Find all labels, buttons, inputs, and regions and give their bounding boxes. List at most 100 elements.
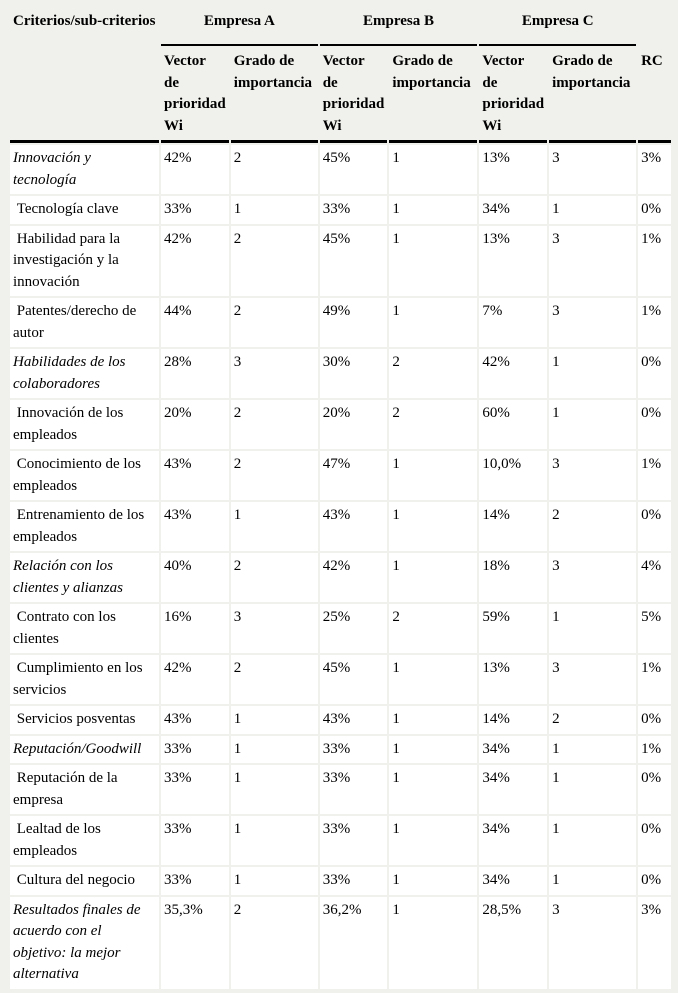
empresa-b-grado-value: 1 [389, 298, 478, 347]
empresa-c-grado-value: 1 [549, 867, 637, 895]
empresa-b-wi-value: 43% [319, 502, 388, 551]
empresa-a-wi-value: 43% [161, 451, 229, 500]
rc-value: 1% [638, 735, 672, 763]
table-row: Reputación/Goodwill 33% 1 33% 1 34% 1 1% [10, 735, 672, 763]
rc-value: 0% [638, 400, 672, 449]
rc-value: 0% [638, 196, 672, 224]
empresa-c-wi-value: 28,5% [479, 896, 548, 989]
empresa-b-grado-value: 2 [389, 604, 478, 653]
table-row: Relación con los clientes y alianzas 40% 2… [10, 553, 672, 602]
criteria-label: Resultados finales de acuerdo con el obj… [10, 896, 159, 989]
empresa-c-wi-value: 34% [479, 867, 548, 895]
rc-value: 1% [638, 225, 672, 296]
table-row: Contrato con los clientes 16% 3 25% 2 59% 1 5% [10, 604, 672, 653]
empresa-a-grado-value: 2 [230, 896, 318, 989]
empresa-a-wi-value: 42% [161, 145, 229, 194]
empresa-a-wi-value: 33% [161, 735, 229, 763]
empresa-c-grado-value: 1 [549, 765, 637, 814]
table-row: Innovación de los empleados 20% 2 20% 2 60% 1 0… [10, 400, 672, 449]
empresa-b-wi-value: 33% [319, 735, 388, 763]
empresa-a-wi-value: 20% [161, 400, 229, 449]
empresa-c-wi-value: 60% [479, 400, 548, 449]
header-row-groups: Criterios/sub-criterios Empresa A Empres… [10, 8, 671, 143]
empresa-a-grado-value: 1 [230, 196, 318, 224]
rc-value: 1% [638, 298, 672, 347]
empresa-b-grado-value: 1 [389, 765, 478, 814]
criteria-label: Reputación/Goodwill [10, 735, 159, 763]
empresa-c-grado-value: 1 [549, 604, 637, 653]
empresa-a-grado-value: 2 [230, 553, 318, 602]
empresa-a-grado-value: 2 [230, 451, 318, 500]
empresa-c-grado-value: 1 [549, 400, 637, 449]
criteria-label: Conocimiento de los empleados [10, 451, 159, 500]
empresa-c-wi-value: 14% [479, 502, 548, 551]
table-header: Criterios/sub-criterios Empresa A Empres… [10, 8, 672, 143]
empresa-b-wi-value: 33% [319, 816, 388, 865]
empresa-b-wi-value: 43% [319, 706, 388, 734]
empresa-c-wi-value: 10,0% [479, 451, 548, 500]
empresa-a-wi-value: 33% [161, 867, 229, 895]
empresa-a-wi-value: 44% [161, 298, 229, 347]
empresa-b-wi-value: 42% [319, 553, 388, 602]
empresa-b-grado-value: 1 [389, 816, 478, 865]
empresa-b-wi-value: 33% [319, 765, 388, 814]
empresa-a-wi-value: 16% [161, 604, 229, 653]
empresa-c-wi-value: 13% [479, 655, 548, 704]
empresa-b-wi-value: 25% [319, 604, 388, 653]
rc-value: 0% [638, 349, 672, 398]
rc-value: 0% [638, 706, 672, 734]
empresa-a-wi-value: 33% [161, 196, 229, 224]
empresa-a-grado-value: 1 [230, 706, 318, 734]
empresa-a-wi-value: 35,3% [161, 896, 229, 989]
criteria-label: Innovación y tecnología [10, 145, 159, 194]
table-row: Conocimiento de los empleados 43% 2 47% 1 10,… [10, 451, 672, 500]
rc-value: 0% [638, 765, 672, 814]
empresa-b-grado-value: 1 [389, 145, 478, 194]
empresa-a-grado-value: 1 [230, 735, 318, 763]
criteria-comparison-table: Criterios/sub-criterios Empresa A Empres… [8, 6, 673, 991]
empresa-a-wi-value: 42% [161, 655, 229, 704]
empresa-c-wi-header: Vector de prioridad Wi [479, 48, 548, 143]
empresa-c-grado-value: 3 [549, 896, 637, 989]
empresa-c-grado-value: 3 [549, 225, 637, 296]
empresa-b-grado-value: 1 [389, 735, 478, 763]
empresa-b-grado-value: 1 [389, 867, 478, 895]
empresa-c-wi-value: 18% [479, 553, 548, 602]
criteria-label: Habilidad para la investigación y la inn… [10, 225, 159, 296]
criteria-column-header: Criterios/sub-criterios [10, 8, 159, 143]
empresa-c-wi-value: 13% [479, 225, 548, 296]
rc-value: 0% [638, 867, 672, 895]
empresa-a-grado-value: 3 [230, 349, 318, 398]
empresa-b-grado-value: 1 [389, 896, 478, 989]
empresa-c-wi-value: 34% [479, 765, 548, 814]
empresa-a-wi-value: 40% [161, 553, 229, 602]
rc-value: 1% [638, 451, 672, 500]
empresa-b-wi-value: 49% [319, 298, 388, 347]
empresa-b-grado-value: 2 [389, 400, 478, 449]
empresa-c-grado-value: 3 [549, 298, 637, 347]
table-row: Cultura del negocio 33% 1 33% 1 34% 1 0% [10, 867, 672, 895]
empresa-c-wi-value: 34% [479, 735, 548, 763]
empresa-c-wi-value: 42% [479, 349, 548, 398]
table-row: Habilidad para la investigación y la inn… [10, 225, 672, 296]
header-row-subcolumns: Vector de prioridad Wi Grado de importan… [10, 48, 672, 143]
empresa-b-wi-value: 45% [319, 145, 388, 194]
table-row: Cumplimiento en los servicios 42% 2 45% 1 13%… [10, 655, 672, 704]
rc-column-header: RC [638, 48, 672, 143]
empresa-b-wi-value: 36,2% [319, 896, 388, 989]
rc-header-spacer [638, 8, 671, 46]
rc-value: 0% [638, 816, 672, 865]
criteria-label: Entrenamiento de los empleados [10, 502, 159, 551]
empresa-a-grado-value: 2 [230, 400, 318, 449]
criteria-label: Cumplimiento en los servicios [10, 655, 159, 704]
empresa-a-wi-header: Vector de prioridad Wi [161, 48, 229, 143]
empresa-c-grado-value: 1 [549, 735, 637, 763]
empresa-b-grado-value: 1 [389, 451, 478, 500]
empresa-c-grado-value: 3 [549, 553, 637, 602]
empresa-b-grado-value: 1 [389, 196, 478, 224]
criteria-label: Reputación de la empresa [10, 765, 159, 814]
empresa-a-wi-value: 42% [161, 225, 229, 296]
empresa-c-grado-value: 3 [549, 451, 637, 500]
empresa-a-grado-header: Grado de importancia [230, 48, 318, 143]
